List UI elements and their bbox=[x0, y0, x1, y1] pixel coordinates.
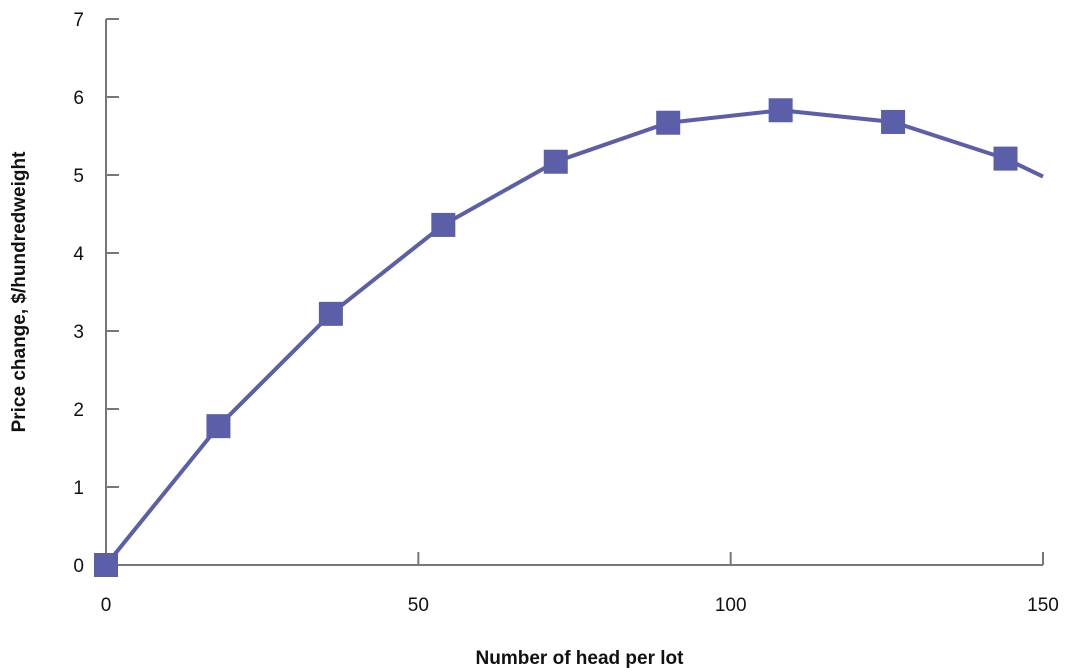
x-axis-title: Number of head per lot bbox=[476, 648, 685, 669]
tick-labels: 0 1 2 3 4 5 6 7 0 50 100 150 bbox=[73, 10, 1058, 616]
y-tick-label: 6 bbox=[73, 88, 84, 109]
x-tick-label: 100 bbox=[715, 595, 747, 616]
x-tick-label: 0 bbox=[101, 595, 112, 616]
series-line bbox=[104, 108, 1044, 567]
y-axis-title: Price change, $/hundredweight bbox=[9, 151, 30, 433]
axes bbox=[105, 18, 1044, 566]
x-tick-label: 50 bbox=[408, 595, 429, 616]
y-tick-label: 1 bbox=[73, 478, 84, 499]
data-point-marker bbox=[543, 149, 568, 174]
x-tick-label: 150 bbox=[1027, 595, 1059, 616]
data-point-marker bbox=[318, 301, 343, 326]
y-tick-label: 5 bbox=[73, 166, 84, 187]
data-point-marker bbox=[431, 212, 456, 237]
data-point-marker bbox=[768, 98, 793, 123]
data-markers bbox=[94, 98, 1018, 577]
y-tick-label: 2 bbox=[73, 400, 84, 421]
data-point-marker bbox=[881, 109, 906, 134]
y-tick-label: 4 bbox=[73, 244, 84, 265]
y-tick-label: 3 bbox=[73, 322, 84, 343]
y-tick-label: 0 bbox=[73, 556, 84, 577]
data-point-marker bbox=[206, 414, 231, 439]
data-point-marker bbox=[993, 146, 1018, 171]
y-tick-label: 7 bbox=[73, 10, 84, 31]
data-point-marker bbox=[94, 553, 118, 577]
data-point-marker bbox=[656, 110, 681, 135]
